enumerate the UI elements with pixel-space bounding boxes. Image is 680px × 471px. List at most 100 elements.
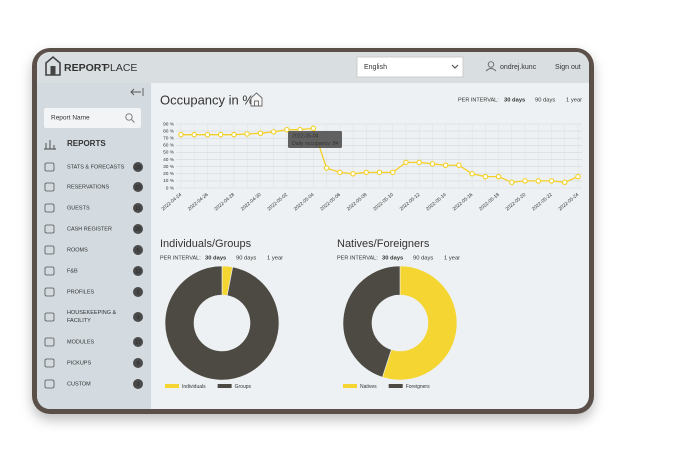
count-badge [133,379,143,389]
user-name[interactable]: ondrej.kunc [500,64,537,71]
interval-option[interactable]: 90 days [535,98,555,104]
menu-icon [44,266,55,276]
logo-bold: REPORT [64,62,108,74]
reports-heading: REPORTS [67,139,106,148]
interval-label: PER INTERVAL: [160,255,201,261]
language-dropdown[interactable] [356,56,464,78]
menu-label[interactable]: HOUSEKEEPING & FACILITY [67,310,117,324]
interval-option[interactable]: 90 days [413,256,433,262]
data-point[interactable] [509,179,515,186]
data-point[interactable] [323,165,330,171]
y-tick-label: 70 % [163,135,175,141]
donut-slice[interactable] [342,265,401,378]
collapse-icon[interactable] [130,88,144,96]
data-point[interactable] [270,129,277,135]
data-point[interactable] [389,169,396,176]
donut-slice[interactable] [164,265,280,381]
data-point[interactable] [376,169,383,176]
menu-label[interactable]: ROOMS [67,247,88,253]
count-value: 23 [135,185,141,191]
count-value: 25 [135,227,141,233]
menu-label[interactable]: F&B [67,268,78,274]
search-box[interactable] [44,108,141,128]
menu-icon [44,379,55,389]
interval-option[interactable]: 30 days [205,256,226,262]
interval-option[interactable]: 90 days [236,256,256,262]
data-point[interactable] [548,178,555,184]
data-point[interactable] [482,173,489,180]
data-point[interactable] [522,178,528,184]
data-point[interactable] [469,171,475,177]
data-point[interactable] [363,169,370,176]
menu-icon [44,224,55,234]
occupancy-title: Occupancy in % [160,92,254,107]
data-point[interactable] [217,131,224,138]
count-badge [133,287,143,297]
data-point[interactable] [562,179,568,186]
interval-option[interactable]: 1 year [267,256,283,262]
logo: REPORT PLACE [45,55,137,76]
data-point[interactable] [429,161,436,167]
interval-label: PER INTERVAL: [458,97,499,103]
data-point[interactable] [575,173,581,180]
search-icon [125,113,135,123]
menu-icon [44,287,55,297]
data-point[interactable] [495,173,502,180]
data-point[interactable] [416,159,422,166]
y-tick-label: 20 % [163,171,175,177]
data-point[interactable] [191,131,197,138]
count-badge [133,312,143,322]
y-tick-label: 90 % [163,121,175,127]
interval-option[interactable]: 1 year [566,98,582,104]
count-badge [133,358,143,368]
interval-label: PER INTERVAL: [337,255,378,261]
menu-label[interactable]: RESERVATIONS [67,184,110,190]
menu-icon [44,182,55,192]
natives-title: Natives/Foreigners [337,238,430,250]
menu-icon [44,312,55,322]
home-icon [250,92,263,107]
data-point[interactable] [178,131,184,138]
menu-label[interactable]: CUSTOM [67,381,91,387]
data-point[interactable] [284,126,290,133]
y-tick-label: 40 % [163,157,175,163]
count-value: 4 [136,315,140,321]
y-tick-label: 10 % [163,178,175,184]
count-value: 2 [136,290,139,296]
data-point[interactable] [231,131,237,138]
menu-label[interactable]: CASH REGISTER [67,226,112,232]
legend-swatch [217,384,232,388]
data-point[interactable] [442,162,449,168]
menu-label[interactable]: STATS & FORECASTS [67,164,125,170]
count-value: 17 [135,340,141,346]
menu-label[interactable]: PROFILES [67,289,95,295]
menu-label[interactable]: GUESTS [67,205,90,211]
donut-slice[interactable] [382,265,458,381]
reports-icon [44,140,56,150]
data-point[interactable] [535,178,542,184]
menu-label[interactable]: MODULES [67,339,95,345]
data-point[interactable] [244,131,250,137]
count-badge [133,266,143,276]
data-point[interactable] [337,169,343,176]
data-point[interactable] [403,159,409,166]
sign-out[interactable]: Sign out [555,64,581,71]
count-value: 28 [135,165,141,171]
menu-icon [44,203,55,213]
interval-option[interactable]: 30 days [504,98,525,104]
tooltip-value: Daily occupancy: 84 [292,141,339,147]
legend-swatch [343,384,357,388]
data-point[interactable] [456,162,462,168]
data-point[interactable] [310,125,317,132]
menu-icon [44,245,55,255]
interval-option[interactable]: 30 days [382,256,403,262]
data-point[interactable] [257,130,264,136]
interval-option[interactable]: 1 year [444,256,460,262]
data-point[interactable] [350,171,356,177]
data-point[interactable] [204,131,211,138]
search-placeholder: Report Name [51,115,90,122]
individuals-title: Individuals/Groups [160,238,252,250]
legend-swatch [165,384,179,388]
menu-label[interactable]: PICKUPS [67,360,91,366]
